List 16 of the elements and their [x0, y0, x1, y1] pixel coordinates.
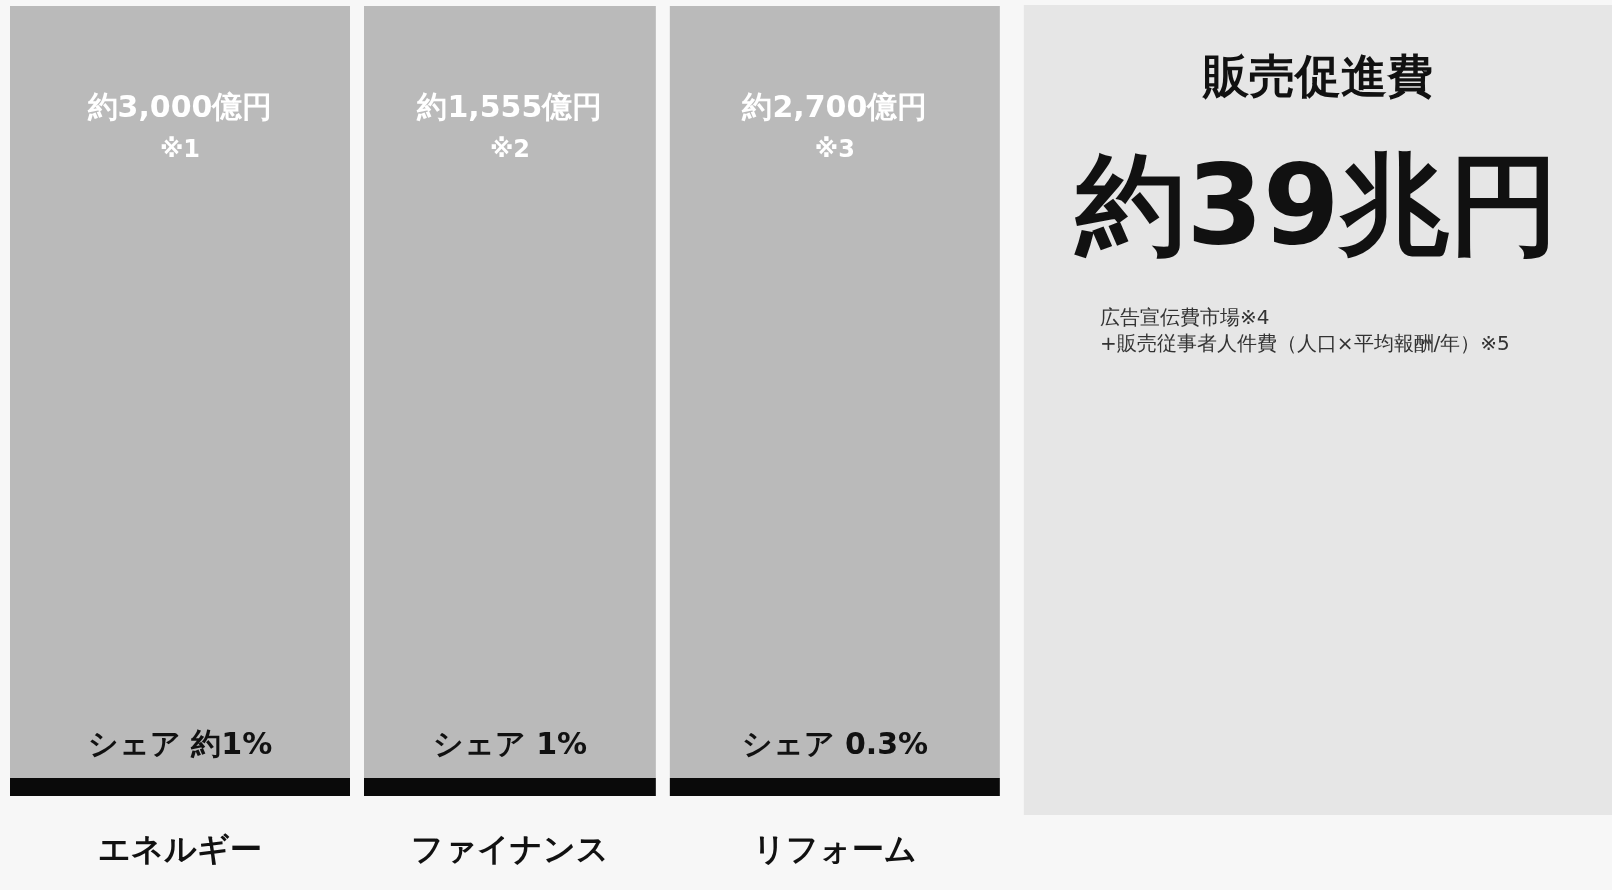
text: 販売促進費 [1201, 49, 1433, 103]
data-label: 約1,555億円 [416, 89, 603, 124]
text: シェア 0.3% [741, 726, 929, 761]
category-label: エネルギー [98, 830, 262, 868]
category-label: リフォーム [752, 830, 917, 868]
text: ※1 [159, 135, 201, 163]
data-label: 約3,000億円 [86, 89, 273, 124]
category-label: ファイナンス [410, 830, 609, 868]
text: 広告宣伝費市場※4 [1100, 305, 1270, 329]
text: ※3 [814, 135, 855, 163]
text: ※2 [489, 135, 530, 163]
text: シェア 1% [432, 726, 588, 761]
text: +販売従事者人件費（人口×平均報酬/年）※5 [1100, 331, 1510, 355]
text: 約39兆円 [1074, 141, 1560, 269]
data-label: 約2,700億円 [741, 89, 928, 124]
text: シェア 約1% [87, 726, 273, 761]
